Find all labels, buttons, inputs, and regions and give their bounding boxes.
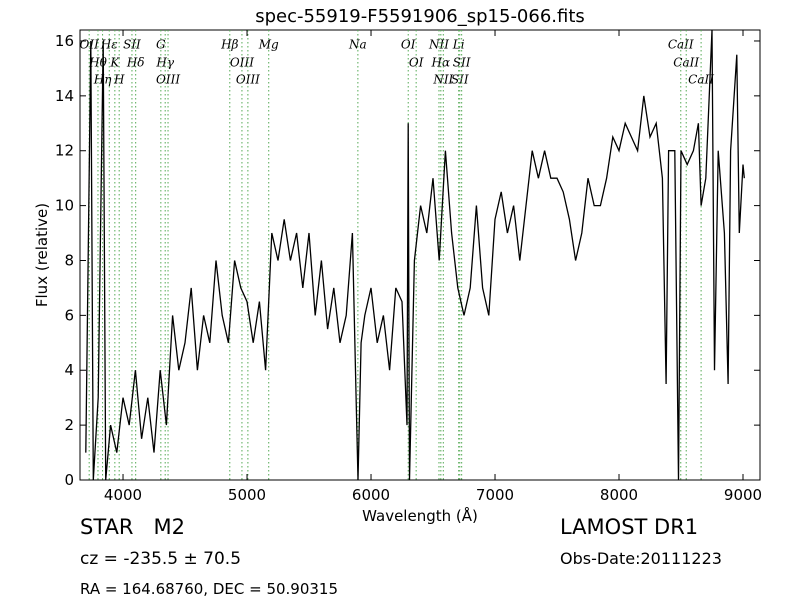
y-tick-label: 8 (64, 251, 74, 269)
y-tick-label: 4 (64, 361, 74, 379)
spectral-line-label: NII (432, 73, 453, 87)
spectral-line-label: G (156, 38, 166, 52)
x-tick-label: 6000 (352, 486, 390, 504)
survey: LAMOST DR1 (560, 515, 698, 539)
spectral-line-label: OI (401, 38, 416, 52)
x-tick-label: 7000 (476, 486, 514, 504)
chart-title: spec-55919-F5591906_sp15-066.fits (255, 6, 585, 27)
y-tick-label: 2 (64, 416, 74, 434)
y-tick-label: 12 (55, 142, 74, 160)
spectrum-line (85, 30, 745, 480)
spectral-line-label: Hβ (220, 38, 238, 52)
spectral-line-label: CaII (673, 56, 699, 70)
spectral-line-label: Li (452, 38, 465, 52)
position: RA = 164.68760, DEC = 50.90315 (80, 580, 338, 598)
x-tick-label: 9000 (724, 486, 762, 504)
y-tick-label: 10 (55, 197, 74, 215)
y-axis-label: Flux (relative) (33, 203, 51, 307)
spectral-line-label: Hε (100, 38, 118, 52)
y-tick-label: 6 (64, 306, 74, 324)
spectral-line-label: OIII (156, 73, 180, 87)
spectral-line-label: OIII (230, 56, 254, 70)
spectral-line-label: OI (409, 56, 424, 70)
spectral-line-label: OII (80, 38, 100, 52)
spectral-line-label: SII (453, 56, 471, 70)
spectral-line-label: Mg (258, 38, 279, 52)
spectral-line-label: SII (123, 38, 141, 52)
spectral-line-label: SII (451, 73, 469, 87)
spectral-line-label: K (109, 56, 120, 70)
spectral-line-label: Na (348, 38, 367, 52)
y-tick-label: 14 (55, 87, 74, 105)
x-tick-label: 4000 (104, 486, 142, 504)
spectral-line-label: H (113, 73, 125, 87)
y-tick-label: 0 (64, 471, 74, 489)
spectral-line-label: Hγ (155, 56, 174, 70)
redshift: cz = -235.5 ± 70.5 (80, 549, 241, 569)
x-tick-label: 5000 (228, 486, 266, 504)
y-tick-label: 16 (55, 32, 74, 50)
spectral-line-label: OIII (236, 73, 260, 87)
x-tick-label: 8000 (600, 486, 638, 504)
plot-frame (79, 29, 761, 481)
obs-date: Obs-Date:20111223 (560, 549, 722, 568)
spectral-line-label: CaII (688, 73, 714, 87)
spectral-line-label: Hδ (126, 56, 145, 70)
spectral-line-label: NII (428, 38, 449, 52)
spectral-line-label: CaII (668, 38, 694, 52)
x-axis-label: Wavelength (Å) (362, 506, 478, 525)
object-class: STAR M2 (80, 515, 185, 539)
spectral-line-label: Hα (431, 56, 451, 70)
